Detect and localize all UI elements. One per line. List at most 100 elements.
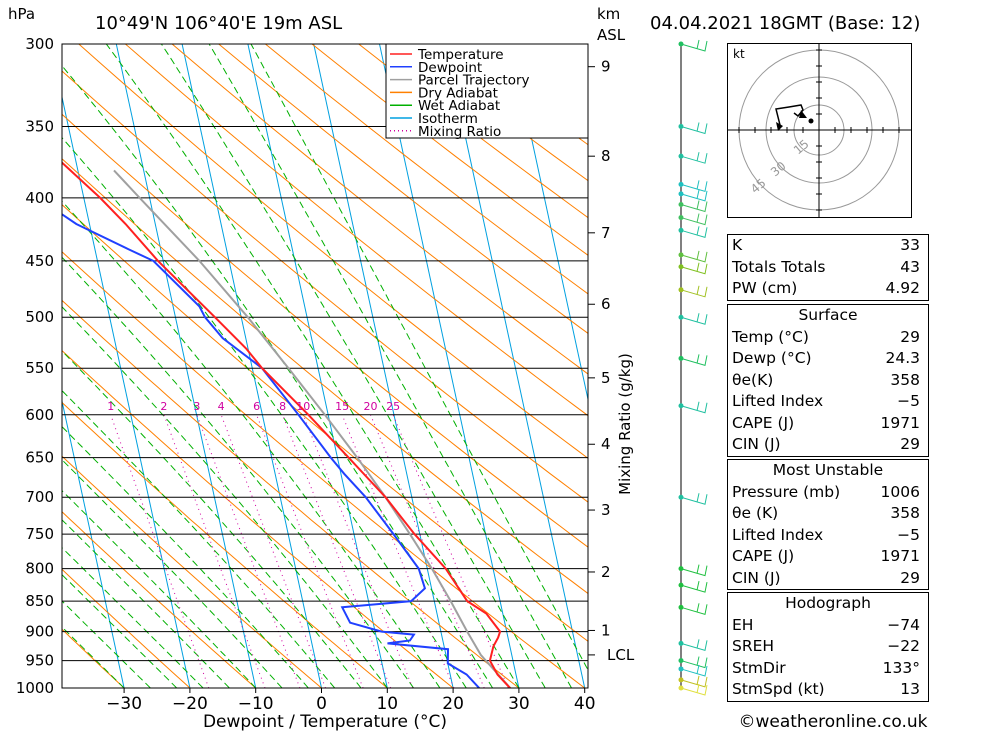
isotherm-line [115,44,257,688]
pressure-label: 950 [25,652,54,670]
hodograph-arrow [799,110,807,118]
wind-barb [680,213,708,226]
mixing-ratio-label: 8 [279,400,286,413]
index-row-k: K 33 [732,236,920,254]
hodograph-param-row: StmSpd (kt) 13 [732,680,920,698]
pressure-label: 800 [25,560,54,578]
pressure-label: 450 [25,252,54,270]
location-title: 10°49'N 106°40'E 19m ASL [95,13,342,34]
pressure-label: 700 [25,488,54,506]
wet-adiabat-line [62,459,283,688]
mixing-ratio-axis-title: Mixing Ratio (g/kg) [616,353,634,495]
hodograph-ring-label-45: 45 [748,176,769,197]
km-label: km [597,5,620,23]
surface-table: Surface Temp (°C) 29 Dewp (°C) 24.3 θe(K) 3… [727,304,929,457]
x-tick-label: 20 [442,694,464,714]
x-tick-label: 10 [376,694,398,714]
x-axis-title: Dewpoint / Temperature (°C) [203,712,447,732]
surface-row: CIN (J) 29 [732,435,920,453]
isotherm-line [444,44,586,688]
wind-barb [680,580,708,593]
legend-entry: Isotherm [418,111,478,127]
km-label: 8 [601,147,611,165]
dry-adiabat-line [218,44,588,335]
legend-entry: Dry Adiabat [418,85,498,101]
hodograph: kt 15 30 45 [727,43,912,218]
dry-adiabat-line [62,511,257,688]
wind-barb [680,603,708,615]
wet-adiabat-line [62,573,178,688]
km-label: 4 [601,435,611,453]
isotherm-line [62,94,191,688]
hodograph-plot: kt 15 30 45 [728,44,911,217]
isotherm-line [247,44,388,688]
x-tick-label: −30 [106,694,142,714]
pressure-label: 300 [25,35,54,53]
wind-barb [680,493,708,505]
dewpoint-line [62,213,481,688]
surface-row: Temp (°C) 29 [732,327,920,346]
isotherm-line [62,398,125,688]
hodograph-unit-label: kt [733,47,745,61]
wet-adiabat-line [250,44,588,671]
mixing-ratio-line [110,414,210,688]
pressure-label: 350 [25,118,54,136]
surface-row: Dewp (°C) 24.3 [732,349,920,367]
lcl-label: LCL [607,646,635,664]
isotherm-line [181,44,322,688]
km-label: 7 [601,224,611,242]
hodograph-param-row: EH −74 [732,615,920,634]
wet-adiabat-line [62,425,309,688]
x-tick-label: 40 [574,694,596,714]
wet-adiabat-line [160,44,546,688]
wind-barb [680,122,708,135]
pressure-label: 600 [25,406,54,424]
wind-barb [680,354,708,367]
pressure-label: 900 [25,623,54,641]
wet-adiabat-line [62,489,257,688]
mixing-ratio-label: 1 [107,400,114,413]
pressure-label: 400 [25,189,54,207]
hodograph-params-title: Hodograph [785,594,871,612]
mixing-ratio-label: 20 [364,400,378,413]
x-tick-label: −20 [172,694,208,714]
surface-title: Surface [798,306,858,324]
hodograph-trace [775,104,804,126]
surface-row: CAPE (J) 1971 [732,413,920,432]
mixing-ratio-line [370,414,485,688]
wind-barb [680,262,708,275]
wet-adiabat-line [62,546,204,688]
km-label: 9 [601,58,611,76]
wind-barb [680,189,708,202]
dry-adiabat-line [62,203,588,642]
hodograph-storm-marker [808,118,814,124]
temperature-line [62,161,512,688]
most-unstable-table: Most Unstable Pressure (mb) 1006 θe (K) 35… [727,459,929,590]
dry-adiabat-line [62,568,191,688]
pressure-label: 650 [25,449,54,467]
most-unstable-row: Lifted Index −5 [732,525,920,544]
pressure-label: 1000 [16,679,54,697]
wet-adiabat-line [208,44,572,688]
hodograph-params-table: Hodograph EH −74 SREH −22 StmDir 133° StmSp… [727,592,929,702]
hodograph-param-row: StmDir 133° [732,658,920,677]
wet-adiabat-line [62,136,467,688]
km-label: 3 [601,501,611,519]
legend-entry: Dewpoint [418,60,482,76]
x-tick-label: −10 [238,694,274,714]
dry-adiabat-line [311,44,588,256]
isotherm-line [313,44,454,688]
basic-indices-table: K 33 Totals Totals 43 PW (cm) 4.92 [727,234,929,301]
dry-adiabat-line [265,44,588,295]
hodograph-arrow-left [776,122,783,131]
dry-adiabat-line [62,401,388,688]
wind-barb [680,39,708,52]
dry-adiabat-line [62,158,588,595]
isotherm-line [379,44,520,688]
index-row-totals: Totals Totals 43 [732,257,920,276]
datetime-title: 04.04.2021 18GMT (Base: 12) [650,13,920,34]
credit-text: ©weatheronline.co.uk [738,712,927,732]
wind-barb [680,313,708,325]
wind-barb [680,401,708,414]
most-unstable-row: CIN (J) 29 [732,568,920,587]
